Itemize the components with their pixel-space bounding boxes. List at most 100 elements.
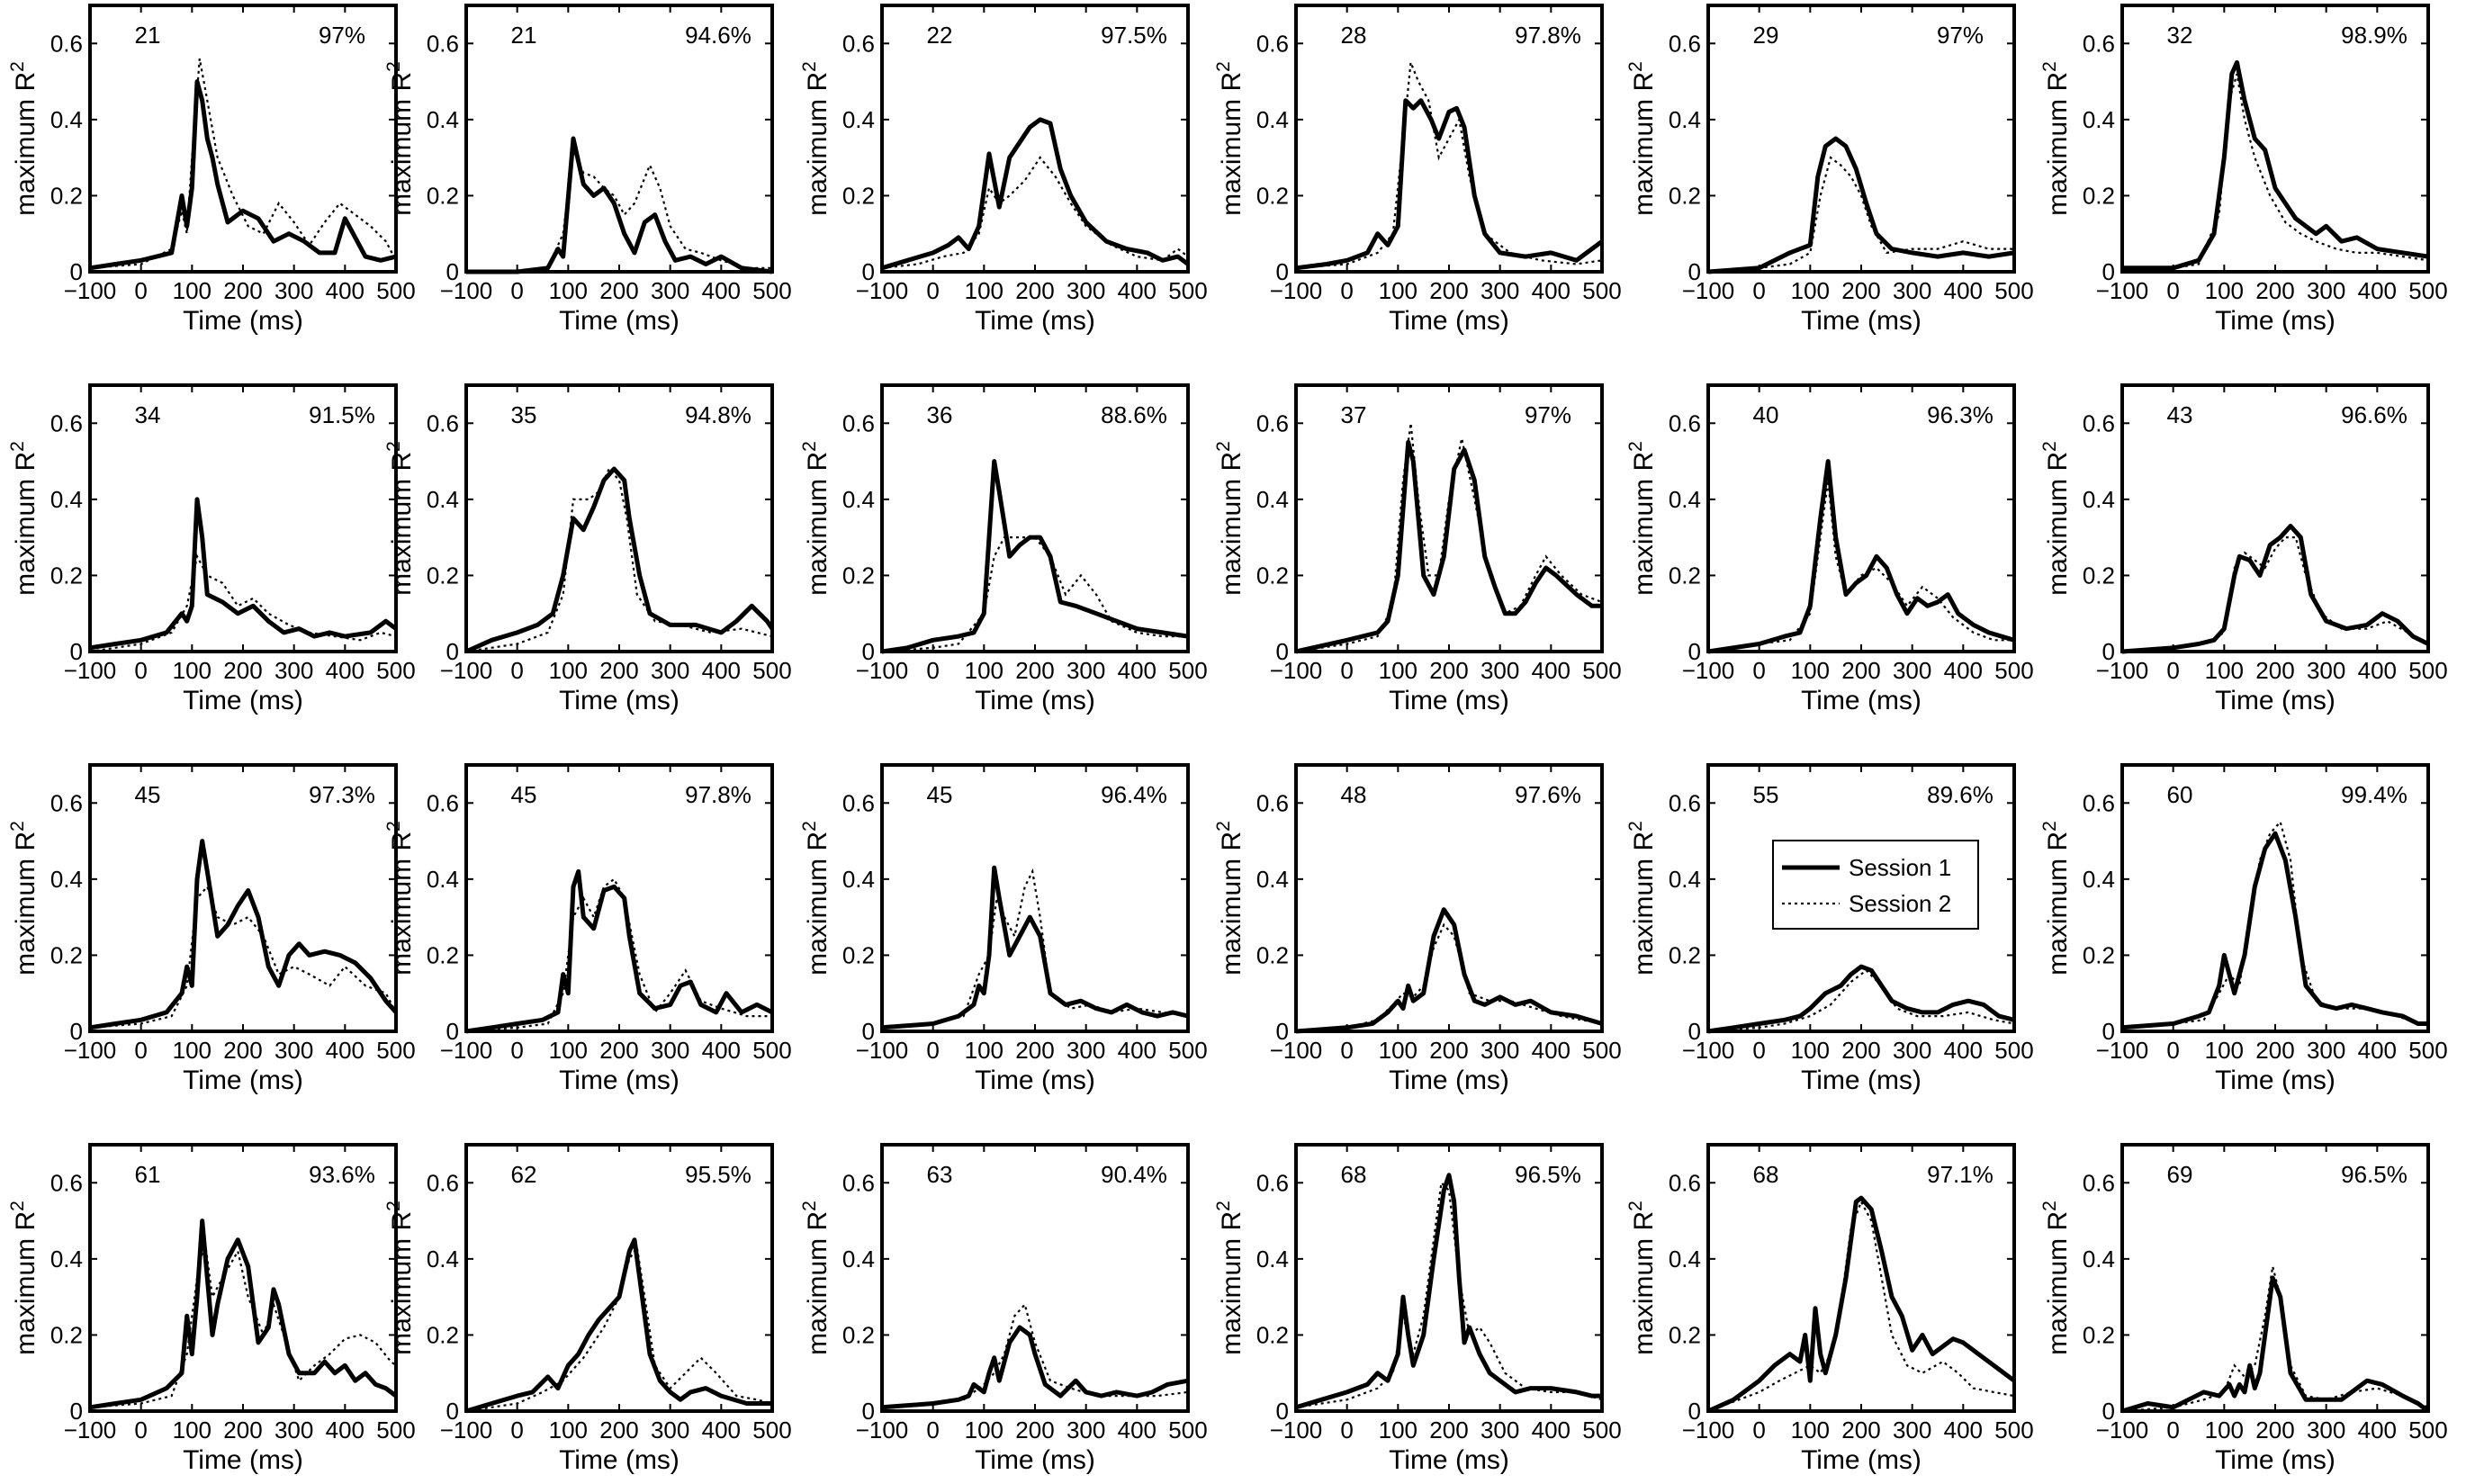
x-tick-label: 300 — [1066, 1417, 1105, 1444]
x-tick-label: 400 — [2358, 1037, 2397, 1064]
y-tick-label: 0.6 — [2083, 409, 2115, 436]
x-tick-label: 200 — [2255, 277, 2294, 304]
series-session-1-line — [1706, 1195, 2016, 1414]
y-axis-label: maximum R2 — [7, 441, 40, 596]
x-tick-label: −100 — [64, 1417, 117, 1444]
series-session-2-line — [881, 535, 1188, 653]
x-tick-label: −100 — [1682, 1417, 1735, 1444]
legend-label-1: Session 1 — [1849, 854, 1951, 881]
x-tick-label: 400 — [1118, 1037, 1156, 1064]
x-tick-label: 100 — [2205, 657, 2244, 684]
x-tick-label: 500 — [1168, 277, 1207, 304]
series-session-2-line — [89, 885, 397, 1029]
y-tick-label: 0.4 — [1256, 106, 1289, 133]
y-tick-label: 0.4 — [1669, 866, 1701, 893]
x-tick-label: 100 — [1379, 1037, 1418, 1064]
x-tick-label: 200 — [1841, 1037, 1880, 1064]
x-tick-label: 200 — [1015, 657, 1054, 684]
y-tick-label: 0.4 — [2083, 1246, 2115, 1273]
y-tick-label: 0.2 — [1669, 562, 1701, 589]
y-tick-label: 0.2 — [842, 182, 875, 209]
x-axis-label: Time (ms) — [559, 1066, 680, 1095]
panel-id-label: 68 — [1341, 1161, 1367, 1188]
series-session-1-line — [465, 1237, 772, 1414]
panel-percent-label: 97% — [319, 22, 365, 49]
series-session-2-line — [465, 1245, 773, 1413]
x-tick-label: −100 — [1682, 1037, 1735, 1064]
x-axis-label: Time (ms) — [1389, 1066, 1509, 1095]
x-tick-label: 0 — [926, 277, 939, 304]
y-axis-label: maximum R2 — [7, 1201, 40, 1355]
x-tick-label: 0 — [1340, 657, 1353, 684]
panel-id-label: 45 — [511, 781, 537, 808]
x-tick-label: 300 — [274, 657, 313, 684]
y-tick-label: 0.4 — [427, 106, 459, 133]
x-axis-label: Time (ms) — [975, 686, 1095, 715]
y-tick-label: 0.4 — [50, 486, 83, 513]
x-tick-label: 300 — [651, 277, 689, 304]
x-tick-label: 300 — [1066, 1037, 1105, 1064]
x-tick-label: 400 — [1532, 277, 1570, 304]
y-tick-label: 0.6 — [1256, 1169, 1289, 1196]
x-tick-label: 0 — [926, 1037, 939, 1064]
x-tick-label: 100 — [173, 277, 212, 304]
y-axis-label: maximum R2 — [1213, 61, 1246, 216]
panel-id-label: 43 — [2167, 401, 2193, 428]
y-tick-label: 0.4 — [842, 106, 875, 133]
x-tick-label: 0 — [926, 657, 939, 684]
x-tick-label: 300 — [2307, 1037, 2345, 1064]
x-tick-label: −100 — [440, 1037, 493, 1064]
x-tick-label: 100 — [1791, 657, 1830, 684]
x-tick-label: 500 — [752, 277, 791, 304]
y-axis-label: maximum R2 — [1625, 441, 1659, 596]
x-tick-label: 0 — [2166, 1417, 2179, 1444]
x-axis-label: Time (ms) — [1389, 306, 1509, 336]
x-tick-label: 200 — [1015, 277, 1054, 304]
y-tick-label: 0.4 — [842, 866, 875, 893]
series-session-2-line — [2121, 820, 2429, 1029]
x-tick-label: 300 — [274, 277, 313, 304]
x-tick-label: 500 — [2408, 1037, 2447, 1064]
x-tick-label: −100 — [440, 277, 493, 304]
x-axis-label: Time (ms) — [975, 1445, 1095, 1475]
series-session-1-line — [466, 136, 773, 274]
y-tick-label: 0.2 — [842, 941, 875, 968]
panel-percent-label: 97.5% — [1101, 22, 1167, 49]
y-tick-label: 0.2 — [427, 182, 459, 209]
x-tick-label: 300 — [1480, 1417, 1519, 1444]
x-tick-label: 100 — [173, 657, 212, 684]
x-tick-label: 500 — [1994, 1417, 2033, 1444]
y-tick-label: 0.4 — [50, 106, 83, 133]
series-session-1-line — [1707, 136, 2015, 274]
y-tick-label: 0.6 — [50, 409, 83, 436]
panel-percent-label: 98.9% — [2341, 22, 2408, 49]
panel-percent-label: 93.6% — [309, 1161, 375, 1188]
x-tick-label: −100 — [1270, 1037, 1323, 1064]
legend-box — [1772, 840, 1979, 930]
y-tick-label: 0 — [2102, 638, 2115, 665]
series-session-1-line — [89, 1219, 398, 1410]
x-tick-label: 400 — [702, 277, 741, 304]
x-tick-label: 400 — [2358, 277, 2397, 304]
series-session-2-line — [1295, 1180, 1603, 1408]
series-session-1-line — [464, 466, 775, 654]
x-tick-label: 300 — [1480, 1037, 1519, 1064]
y-tick-label: 0.6 — [842, 30, 875, 57]
series-session-2-line — [1707, 1199, 2015, 1413]
y-tick-label: 0.6 — [1669, 30, 1701, 57]
x-axis-label: Time (ms) — [183, 1445, 303, 1475]
y-tick-label: 0.2 — [50, 941, 83, 968]
x-tick-label: 200 — [223, 657, 262, 684]
x-tick-label: 0 — [1752, 277, 1765, 304]
y-tick-label: 0 — [70, 258, 83, 285]
x-tick-label: 300 — [1893, 277, 1931, 304]
x-tick-label: 0 — [1752, 657, 1765, 684]
y-tick-label: 0 — [1276, 638, 1289, 665]
series-session-1-line — [1707, 964, 2015, 1034]
y-axis-label: maximum R2 — [1213, 441, 1246, 596]
y-axis-label: maximum R2 — [2039, 61, 2073, 216]
